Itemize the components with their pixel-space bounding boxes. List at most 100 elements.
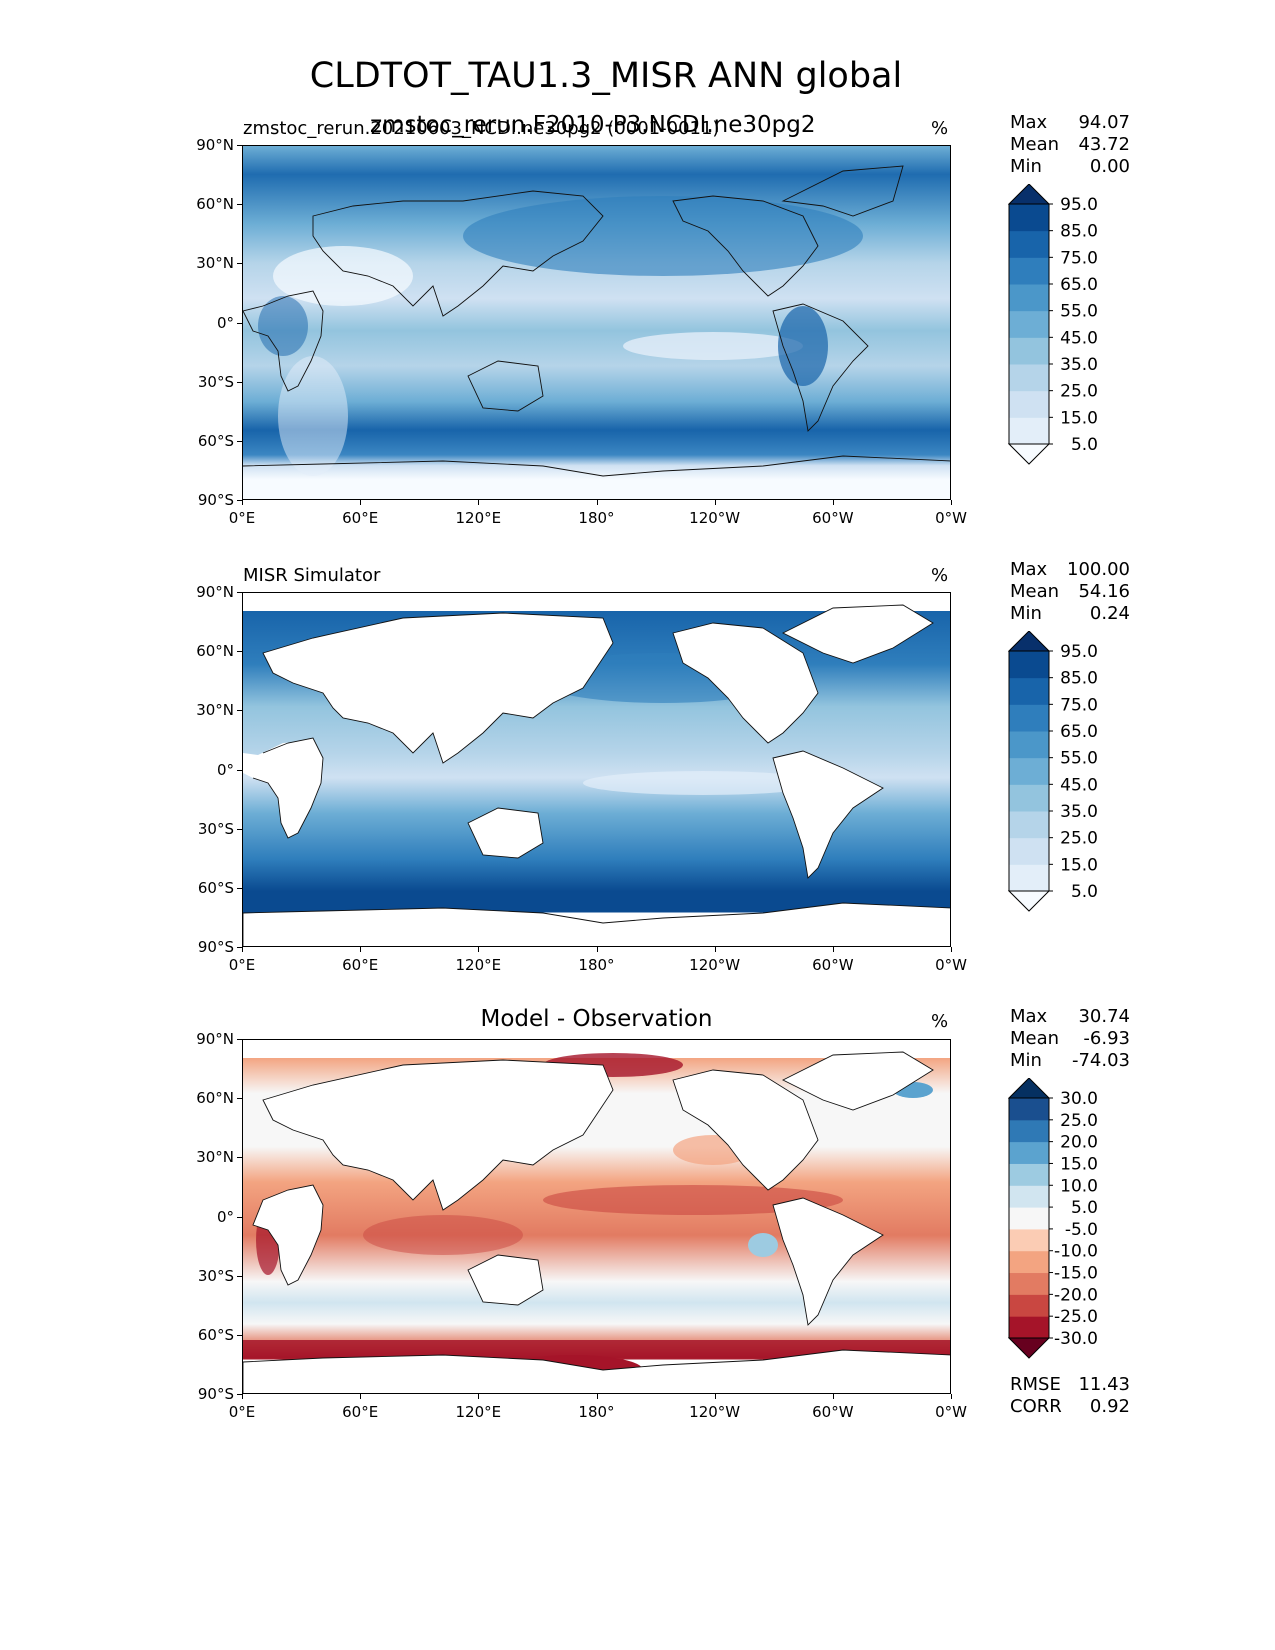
colorbar-segment [1009,284,1049,312]
lon-tick-label: 0°W [935,1403,967,1421]
lon-tick-mark [242,1394,243,1399]
colorbar-segment [1009,784,1049,812]
lat-tick-label: 90°S [197,938,234,956]
stat-min-label: Min [1010,156,1042,177]
model-blob [463,196,863,276]
lon-tick-mark [596,947,598,952]
lat-tick-label: 90°N [196,1030,234,1048]
lat-tick-label: 90°S [197,491,234,509]
colorbar-level-label: 65.0 [1060,275,1098,295]
colorbar-segment [1009,1207,1049,1230]
lon-tick-mark [360,1394,362,1399]
colorbar-segment [1009,390,1049,418]
lon-tick-mark [360,500,362,505]
colorbar-level-label: 75.0 [1060,695,1098,715]
colorbar-frame [1008,650,1050,892]
diff-blob [543,1185,843,1215]
lon-tick-label: 120°E [455,509,502,527]
lon-tick-mark [242,947,243,952]
colorbar-segment [1009,204,1049,232]
lat-tick-label: 30°S [197,1266,234,1285]
lon-tick-label: 120°W [689,509,741,527]
stat-mean: Mean -6.93 [1010,1028,1130,1050]
stat-corr-value: 0.92 [1089,1396,1130,1417]
stat-mean-label: Mean [1010,581,1060,602]
colorbar-level-label: 25.0 [1060,829,1098,849]
lat-tick-mark [237,1275,242,1277]
colorbar-level-label: 85.0 [1060,669,1098,689]
lat-tick-mark [237,828,242,830]
lat-tick-mark [237,769,242,771]
colorbar-level-label: -25.0 [1054,1307,1098,1327]
lat-tick-label: 0° [216,1207,234,1226]
colorbar-level-label: -20.0 [1054,1285,1098,1305]
lat-tick-mark [237,1039,242,1040]
stats-box: Max 100.00 Mean 54.16 Min 0.24 [1010,559,1130,625]
lon-tick-label: 120°W [689,956,741,974]
lon-tick-label: 60°W [812,956,854,974]
colorbar-segment [1009,1316,1049,1339]
stat-corr: CORR 0.92 [1010,1396,1130,1418]
stats-box: Max 30.74 Mean -6.93 Min -74.03 [1010,1006,1130,1072]
stat-min: Min -74.03 [1010,1050,1130,1072]
colorbar-segment [1009,811,1049,839]
lon-tick-label: 60°W [812,1403,854,1421]
lon-tick-mark [596,500,598,505]
colorbar-segment [1009,1119,1049,1143]
lon-tick-label: 120°W [689,1403,741,1421]
lon-tick-mark [596,1394,598,1399]
colorbar-level-label: -30.0 [1054,1329,1098,1349]
model-blob [273,246,413,306]
lon-tick-label: 0°E [228,1403,256,1421]
colorbar-level-label: 5.0 [1071,882,1098,902]
stat-rmse: RMSE 11.43 [1010,1374,1130,1396]
map-obs [242,592,951,947]
units-label: % [931,118,949,139]
stat-max-label: Max [1010,1006,1048,1027]
colorbar-segment [1009,1141,1049,1164]
stat-max-value: 100.00 [1067,559,1130,580]
model-blob [623,332,803,360]
lat-tick-label: 0° [216,760,234,779]
lat-tick-mark [237,204,242,206]
colorbar-segment [1009,364,1049,392]
diff-blob [363,1215,523,1255]
colorbar-level-label: 5.0 [1071,435,1098,455]
stat-mean: Mean 54.16 [1010,581,1130,603]
lat-tick-mark [237,592,242,593]
stat-min: Min 0.00 [1010,156,1130,178]
figure-title: CLDTOT_TAU1.3_MISR ANN global [309,56,903,96]
lat-tick-mark [237,500,242,501]
land-masks [243,603,950,946]
stat-mean-value: 54.16 [1078,581,1130,602]
stat-mean-label: Mean [1010,1028,1060,1049]
lon-tick-label: 180° [578,509,615,527]
lat-tick-mark [237,947,242,948]
lon-tick-label: 180° [578,1403,615,1421]
stat-min-value: -74.03 [1071,1050,1130,1071]
colorbar-extend-bottom [1008,1337,1051,1359]
stat-min-label: Min [1010,603,1042,624]
lat-tick-label: 90°N [196,136,234,154]
stat-max-label: Max [1010,559,1048,580]
lon-tick-mark [714,1394,716,1399]
lat-tick-mark [237,1394,242,1395]
land-masks [243,1051,950,1393]
lon-tick-mark [478,947,480,952]
stat-min-label: Min [1010,1050,1042,1071]
lat-tick-mark [237,440,242,442]
stat-corr-label: CORR [1010,1396,1062,1417]
colorbar-level-label: 65.0 [1060,722,1098,742]
lon-tick-label: 120°E [455,1403,502,1421]
lon-tick-label: 60°E [342,956,379,974]
colorbar-level-label: 75.0 [1060,248,1098,268]
colorbar-level-label: 10.0 [1060,1176,1098,1196]
colorbar-level-label: 85.0 [1060,222,1098,242]
colorbar-segment [1009,1098,1049,1121]
colorbar-segment [1009,310,1049,338]
colorbar-level-label: 20.0 [1060,1133,1098,1153]
model-blob [778,306,828,386]
stat-rmse-value: 11.43 [1078,1374,1130,1395]
colorbar-level-label: -5.0 [1065,1220,1098,1240]
colorbar-level-label: 55.0 [1060,749,1098,769]
